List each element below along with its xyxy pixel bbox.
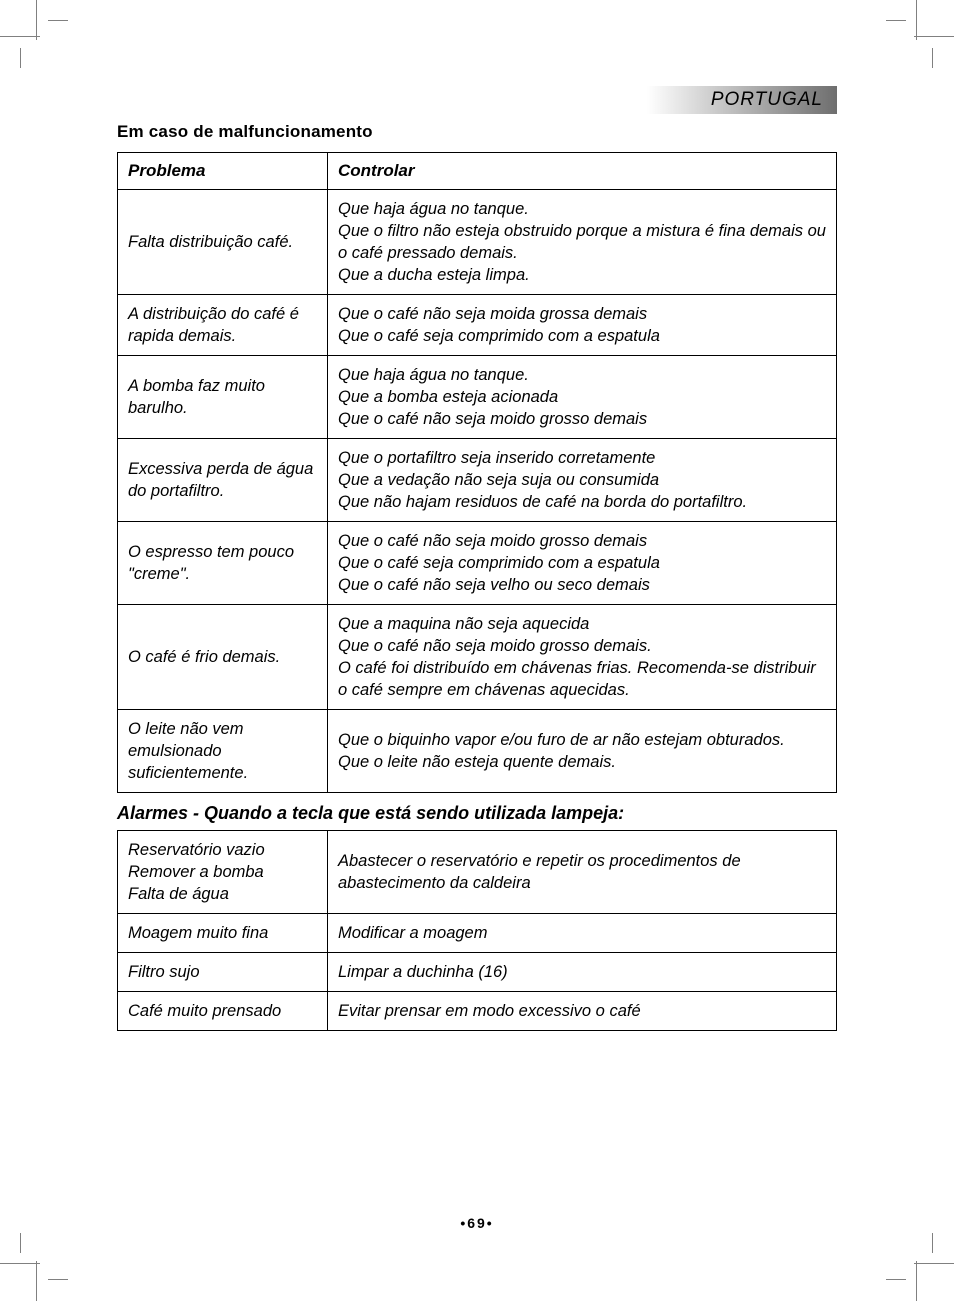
crop-mark — [20, 48, 22, 68]
alarms-subheading: Alarmes - Quando a tecla que está sendo … — [117, 803, 837, 824]
page-number: •69• — [0, 1215, 954, 1231]
crop-mark — [932, 1233, 934, 1253]
table-row: Falta distribuição café. Que haja água n… — [118, 190, 837, 295]
cell-problem: O leite não vem emulsionado suficienteme… — [118, 710, 328, 793]
cell-problem: A bomba faz muito barulho. — [118, 356, 328, 439]
cell-problem: Moagem muito fina — [118, 914, 328, 953]
section-title: Em caso de malfuncionamento — [117, 122, 837, 142]
cell-problem: Reservatório vazioRemover a bombaFalta d… — [118, 831, 328, 914]
cell-problem: O espresso tem pouco "creme". — [118, 522, 328, 605]
cell-check: Modificar a moagem — [328, 914, 837, 953]
table-header-row: Problema Controlar — [118, 153, 837, 190]
cell-check: Que o café não seja moida grossa demaisQ… — [328, 295, 837, 356]
crop-mark — [20, 1233, 22, 1253]
cell-problem: Excessiva perda de água do portafiltro. — [118, 439, 328, 522]
troubleshooting-table: Problema Controlar Falta distribuição ca… — [117, 152, 837, 793]
cell-check: Limpar a duchinha (16) — [328, 953, 837, 992]
table-row: Café muito prensado Evitar prensar em mo… — [118, 992, 837, 1031]
cell-problem: Filtro sujo — [118, 953, 328, 992]
crop-mark — [48, 20, 68, 22]
country-tag: PORTUGAL — [647, 86, 837, 114]
crop-mark — [0, 36, 40, 38]
table-row: Excessiva perda de água do portafiltro. … — [118, 439, 837, 522]
alarms-table: Reservatório vazioRemover a bombaFalta d… — [117, 830, 837, 1031]
page: PORTUGAL Em caso de malfuncionamento Pro… — [0, 0, 954, 1301]
cell-check: Abastecer o reservatório e repetir os pr… — [328, 831, 837, 914]
table-row: O café é frio demais. Que a maquina não … — [118, 605, 837, 710]
table-row: O leite não vem emulsionado suficienteme… — [118, 710, 837, 793]
cell-problem: A distribuição do café é rapida demais. — [118, 295, 328, 356]
cell-check: Que a maquina não seja aquecidaQue o caf… — [328, 605, 837, 710]
crop-mark — [886, 20, 906, 22]
crop-mark — [886, 1279, 906, 1281]
table-row: Filtro sujo Limpar a duchinha (16) — [118, 953, 837, 992]
crop-mark — [914, 36, 954, 38]
table-row: A distribuição do café é rapida demais. … — [118, 295, 837, 356]
crop-mark — [36, 1261, 38, 1301]
cell-problem: Café muito prensado — [118, 992, 328, 1031]
crop-mark — [914, 1263, 954, 1265]
table-row: A bomba faz muito barulho. Que haja água… — [118, 356, 837, 439]
cell-check: Que haja água no tanque.Que o filtro não… — [328, 190, 837, 295]
cell-problem: O café é frio demais. — [118, 605, 328, 710]
cell-problem: Falta distribuição café. — [118, 190, 328, 295]
crop-mark — [48, 1279, 68, 1281]
table-row: Reservatório vazioRemover a bombaFalta d… — [118, 831, 837, 914]
cell-check: Que o café não seja moido grosso demaisQ… — [328, 522, 837, 605]
crop-mark — [916, 0, 918, 40]
cell-check: Que o biquinho vapor e/ou furo de ar não… — [328, 710, 837, 793]
crop-mark — [916, 1261, 918, 1301]
cell-check: Que o portafiltro seja inserido corretam… — [328, 439, 837, 522]
crop-mark — [36, 0, 38, 40]
table-row: O espresso tem pouco "creme". Que o café… — [118, 522, 837, 605]
header-control: Controlar — [328, 153, 837, 190]
cell-check: Que haja água no tanque.Que a bomba este… — [328, 356, 837, 439]
header-problem: Problema — [118, 153, 328, 190]
crop-mark — [0, 1263, 40, 1265]
crop-mark — [932, 48, 934, 68]
content-area: PORTUGAL Em caso de malfuncionamento Pro… — [117, 86, 837, 1031]
table-row: Moagem muito fina Modificar a moagem — [118, 914, 837, 953]
cell-check: Evitar prensar em modo excessivo o café — [328, 992, 837, 1031]
